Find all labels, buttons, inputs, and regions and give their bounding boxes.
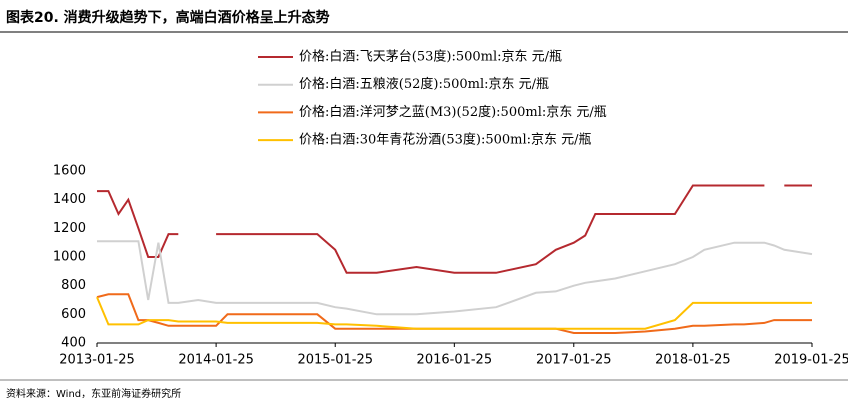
- x-tick-label: 2019-01-25: [774, 353, 848, 368]
- legend-label: 价格:白酒:五粮液(52度):500ml:京东 元/瓶: [299, 76, 549, 92]
- x-tick-label: 2018-01-25: [655, 353, 731, 368]
- y-tick-label: 1000: [53, 250, 86, 265]
- y-tick-label: 400: [61, 336, 86, 351]
- series-line: [97, 240, 813, 316]
- y-tick-label: 1200: [53, 221, 86, 236]
- x-tick-label: 2016-01-25: [417, 353, 493, 368]
- legend-label: 价格:白酒:飞天茅台(53度):500ml:京东 元/瓶: [299, 49, 562, 65]
- y-tick-label: 800: [61, 278, 86, 293]
- x-tick-label: 2014-01-25: [178, 353, 254, 368]
- series-line: [97, 184, 812, 274]
- chart-title: 图表20. 消费升级趋势下，高端白酒价格呈上升态势: [6, 9, 330, 26]
- source: 资料来源：Wind，东亚前海证券研究所: [6, 387, 181, 400]
- x-tick-label: 2015-01-25: [297, 353, 373, 368]
- series-line: [96, 296, 812, 330]
- x-tick-label: 2013-01-25: [59, 353, 135, 368]
- y-tick-label: 600: [61, 307, 86, 322]
- legend-label: 价格:白酒:30年青花汾酒(53度):500ml:京东 元/瓶: [299, 132, 592, 148]
- x-tick-label: 2017-01-25: [536, 353, 612, 368]
- legend-label: 价格:白酒:洋河梦之蓝(M3)(52度):500ml:京东 元/瓶: [299, 104, 607, 120]
- y-tick-label: 1400: [53, 192, 86, 207]
- y-tick-label: 1600: [53, 164, 86, 179]
